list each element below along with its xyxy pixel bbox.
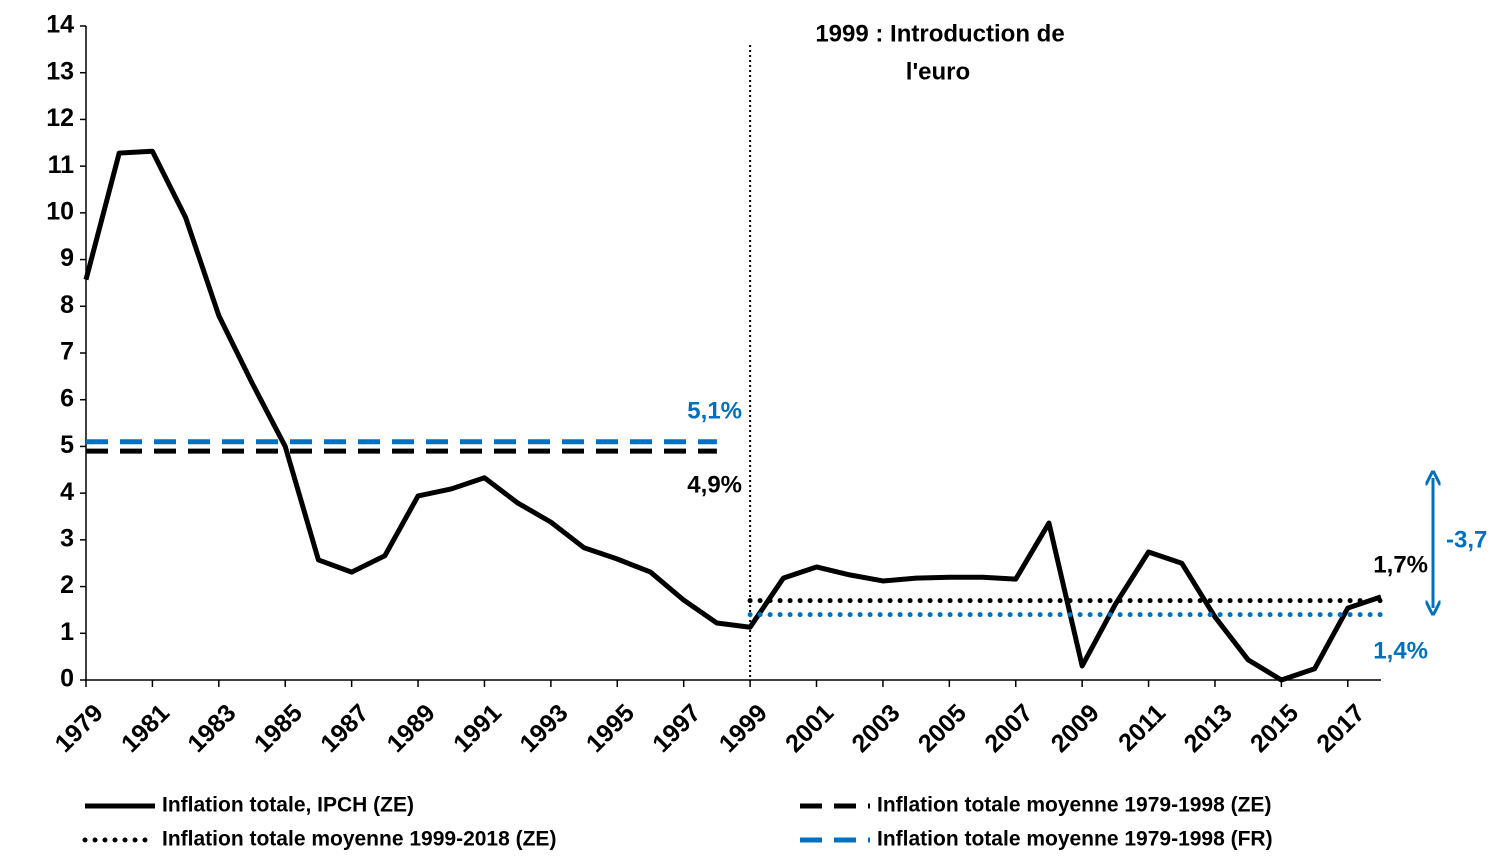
x-tick-label: 1995 [581, 699, 640, 758]
y-tick-label: 6 [60, 384, 74, 412]
y-tick-label: 9 [60, 244, 74, 272]
y-tick-label: 8 [60, 291, 74, 319]
x-tick-label: 2003 [846, 699, 905, 758]
inflation-line [83, 148, 1382, 683]
x-tick-label: 2011 [1113, 699, 1171, 757]
y-tick-label: 4 [60, 478, 74, 506]
y-tick-label: 3 [60, 524, 74, 552]
y-tick-label: 0 [60, 665, 74, 693]
x-tick-label: 1985 [249, 699, 308, 758]
legend-label: Inflation totale moyenne 1979-1998 (FR) [877, 828, 1273, 851]
y-tick-label: 5 [60, 431, 74, 459]
x-tick-label: 1997 [647, 699, 706, 758]
y-tick-label: 1 [60, 618, 74, 646]
average-label: 1,4% [1373, 637, 1428, 664]
x-tick-label: 2013 [1179, 699, 1238, 758]
x-tick-label: 1979 [50, 699, 109, 758]
y-tick-label: 12 [46, 104, 74, 132]
x-tick-label: 1989 [382, 699, 441, 758]
legend-label: Inflation totale, IPCH (ZE) [162, 794, 414, 817]
x-tick-label: 1987 [315, 699, 374, 758]
x-tick-label: 2017 [1311, 699, 1370, 758]
average-label: 5,1% [687, 397, 742, 424]
x-tick-label: 1981 [116, 699, 175, 758]
x-tick-label: 2015 [1245, 699, 1304, 758]
annotation-text: 1999 : Introduction de [815, 20, 1064, 47]
average-label: 1,7% [1373, 551, 1428, 578]
x-tick-label: 2001 [780, 699, 839, 758]
y-tick-label: 14 [46, 11, 74, 39]
x-tick-label: 1983 [182, 699, 241, 758]
difference-label: -3,7 [1446, 526, 1487, 553]
average-label: 4,9% [687, 471, 742, 498]
x-tick-label: 2009 [1046, 699, 1105, 758]
annotation-text: l'euro [906, 58, 970, 85]
y-tick-label: 13 [46, 57, 74, 85]
y-tick-label: 7 [60, 338, 74, 366]
y-tick-label: 10 [46, 197, 74, 225]
x-tick-label: 1999 [714, 699, 773, 758]
y-tick-label: 2 [60, 571, 74, 599]
x-tick-label: 1993 [514, 699, 573, 758]
x-tick-label: 1991 [448, 699, 507, 758]
legend-label: Inflation totale moyenne 1979-1998 (ZE) [877, 794, 1271, 817]
x-tick-label: 2007 [979, 699, 1038, 758]
x-tick-label: 2005 [913, 699, 972, 758]
legend-label: Inflation totale moyenne 1999-2018 (ZE) [162, 828, 556, 851]
y-tick-label: 11 [48, 151, 75, 179]
